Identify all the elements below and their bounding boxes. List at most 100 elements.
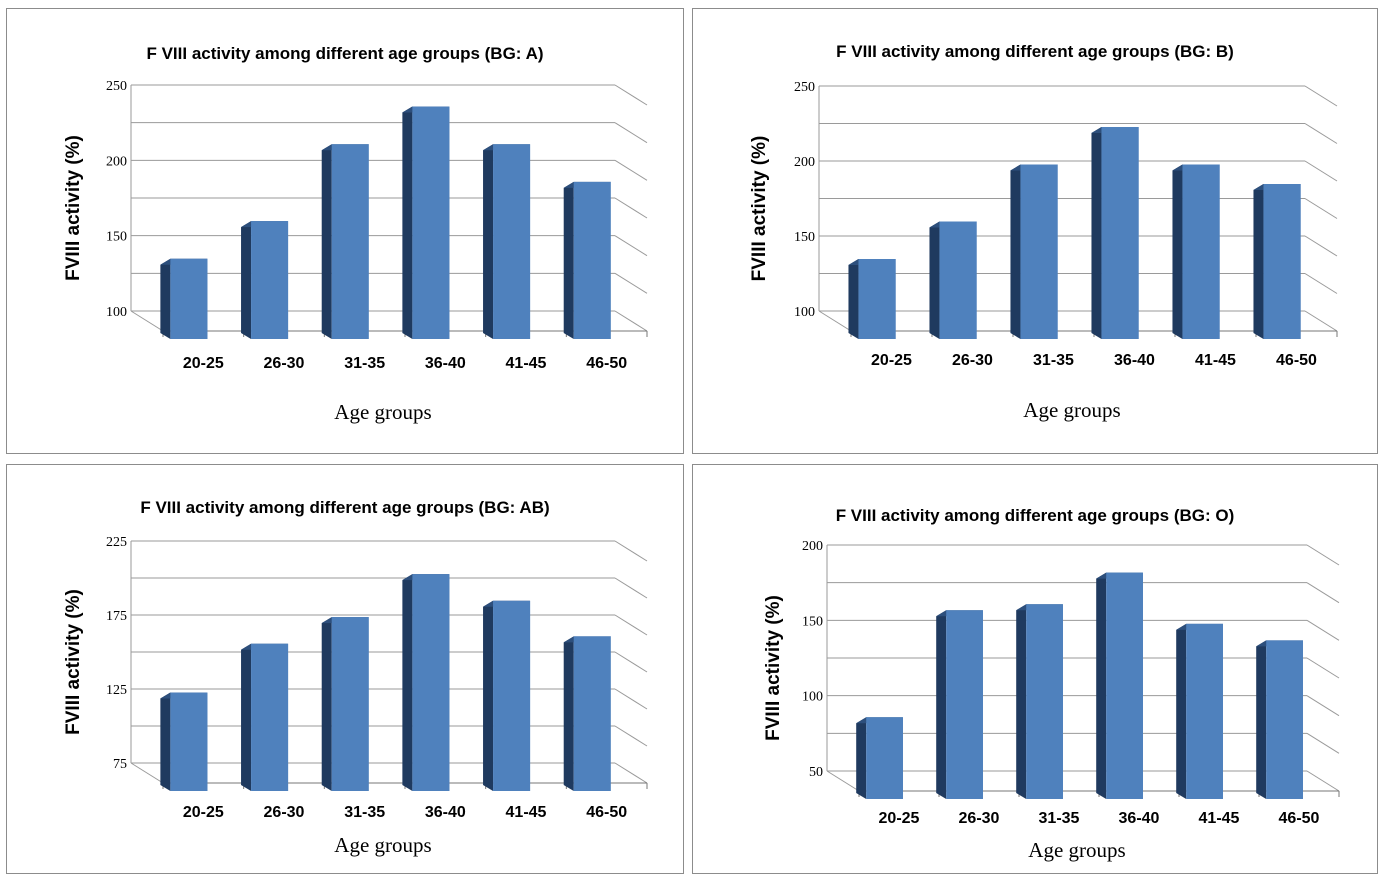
bar xyxy=(1253,184,1301,339)
bar xyxy=(1016,604,1063,799)
bar-front xyxy=(412,106,450,339)
y-axis-title: FVIII activity (%) xyxy=(63,589,84,735)
gridline-side xyxy=(614,272,648,294)
gridline-side xyxy=(1306,582,1340,604)
gridline-side xyxy=(1304,310,1338,332)
bar-side xyxy=(929,221,940,339)
bar xyxy=(563,636,611,791)
bar-side xyxy=(1096,572,1107,799)
y-tick-label: 75 xyxy=(113,757,127,772)
chart-panel-ab: F VIII activity among different age grou… xyxy=(6,464,684,874)
x-tick-label: 26-30 xyxy=(952,352,993,369)
chart-title: F VIII activity among different age grou… xyxy=(140,498,549,517)
bar-side xyxy=(1016,604,1027,799)
x-tick-label: 41-45 xyxy=(1195,352,1236,369)
y-axis-title: FVIII activity (%) xyxy=(763,595,784,741)
y-tick-label: 225 xyxy=(106,535,127,550)
bar-front xyxy=(331,617,369,791)
gridline-side xyxy=(1304,160,1338,182)
bar-front xyxy=(1263,184,1301,339)
bar-front xyxy=(1182,164,1220,339)
chart-bg-b: F VIII activity among different age grou… xyxy=(749,42,1338,422)
bar-front xyxy=(1186,623,1223,799)
bar-front xyxy=(858,259,896,339)
gridline-side xyxy=(614,159,648,181)
gridline-side xyxy=(1304,123,1338,144)
gridline-side xyxy=(614,122,648,144)
x-tick-label: 36-40 xyxy=(425,804,466,821)
chart-bg-ab: F VIII activity among different age grou… xyxy=(63,498,648,857)
gridline-side xyxy=(614,614,648,636)
gridline-side xyxy=(614,651,648,673)
y-tick-label: 200 xyxy=(106,154,127,169)
x-tick-label: 31-35 xyxy=(1039,810,1080,827)
floor-left-edge xyxy=(826,770,860,792)
bar-side xyxy=(160,692,171,791)
bar-front xyxy=(493,600,531,791)
gridline-side xyxy=(1306,544,1340,566)
bar-front xyxy=(573,181,611,339)
bar-side xyxy=(1176,623,1187,799)
x-axis-title: Age groups xyxy=(1023,398,1120,422)
gridline-side xyxy=(614,762,648,784)
gridline-side xyxy=(1304,198,1338,219)
chart-bg-o: F VIII activity among different age grou… xyxy=(763,506,1340,862)
gridline-side xyxy=(614,197,648,219)
bar-front xyxy=(412,574,450,791)
x-tick-label: 36-40 xyxy=(1114,352,1155,369)
bar-side xyxy=(563,636,574,791)
floor-left-edge xyxy=(130,310,164,332)
x-tick-label: 26-30 xyxy=(959,810,1000,827)
bar xyxy=(483,600,531,791)
y-axis-title: FVIII activity (%) xyxy=(749,136,770,282)
y-tick-label: 250 xyxy=(106,79,127,94)
bar-front xyxy=(946,610,983,799)
gridline-side xyxy=(1306,732,1340,754)
bar-front xyxy=(1266,640,1303,799)
bar xyxy=(563,181,611,339)
chart-title: F VIII activity among different age grou… xyxy=(836,506,1235,525)
bar-front xyxy=(251,643,289,791)
x-tick-label: 20-25 xyxy=(871,352,912,369)
x-tick-label: 46-50 xyxy=(586,804,627,821)
bar xyxy=(160,258,208,339)
bar xyxy=(1091,127,1139,339)
bar xyxy=(848,259,896,339)
bar-front xyxy=(170,258,208,339)
bar xyxy=(321,144,369,339)
bar-side xyxy=(1172,164,1183,339)
bar xyxy=(1176,623,1223,799)
bar-front xyxy=(939,221,977,339)
gridline-side xyxy=(614,688,648,710)
x-tick-label: 41-45 xyxy=(506,355,547,372)
bar xyxy=(241,221,289,339)
gridline-side xyxy=(614,310,648,332)
x-tick-label: 20-25 xyxy=(183,355,224,372)
x-tick-label: 26-30 xyxy=(264,355,305,372)
gridline-side xyxy=(614,540,648,562)
x-axis-title: Age groups xyxy=(334,833,431,857)
y-tick-label: 175 xyxy=(106,609,127,624)
bar-side xyxy=(848,259,859,339)
bar xyxy=(160,692,208,791)
bar-side xyxy=(402,106,413,339)
chart-panel-a: F VIII activity among different age grou… xyxy=(6,8,684,454)
gridline-side xyxy=(1304,235,1338,257)
bar-side xyxy=(321,617,332,791)
bar xyxy=(936,610,983,799)
x-tick-label: 20-25 xyxy=(879,810,920,827)
bar-side xyxy=(856,717,867,799)
bar-front xyxy=(1106,572,1143,799)
bar xyxy=(241,643,289,791)
x-tick-label: 20-25 xyxy=(183,804,224,821)
bar-front xyxy=(493,144,531,339)
x-tick-label: 41-45 xyxy=(506,804,547,821)
bar-side xyxy=(402,574,413,791)
y-tick-label: 200 xyxy=(794,155,815,170)
x-tick-label: 36-40 xyxy=(425,355,466,372)
bar-front xyxy=(1020,164,1058,339)
bar-front xyxy=(866,717,903,799)
bar-side xyxy=(483,600,494,791)
y-tick-label: 100 xyxy=(794,305,815,320)
bar-front xyxy=(573,636,611,791)
